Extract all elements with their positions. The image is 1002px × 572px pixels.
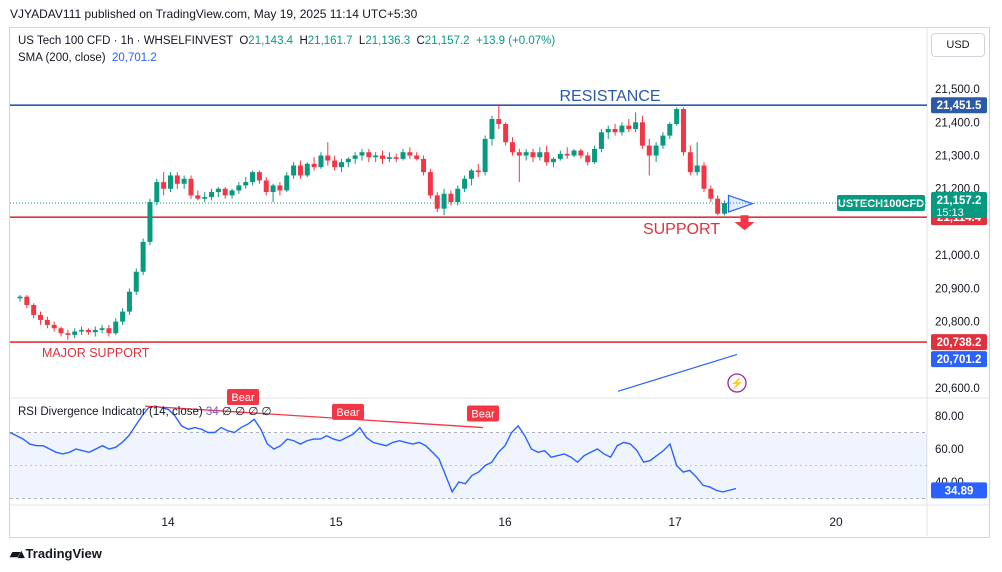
symbol-header: US Tech 100 CFD · 1h · WHSELFINVEST O21,…: [18, 35, 555, 47]
rsi-legend[interactable]: RSI Divergence Indicator (14, close) 34 …: [18, 404, 272, 418]
tradingview-mark-icon: ▰▴: [10, 546, 24, 561]
rsi-legend-value: 34: [205, 406, 219, 418]
high-value: 21,161.7: [307, 35, 353, 47]
symbol-name[interactable]: US Tech 100 CFD · 1h · WHSELFINVEST: [18, 35, 233, 47]
brand-name: TradingView: [25, 546, 102, 561]
rsi-legend-extra: ∅ ∅ ∅ ∅: [221, 406, 272, 418]
high-label: H: [299, 35, 308, 47]
tradingview-logo[interactable]: ▰▴ TradingView: [10, 546, 102, 562]
currency-button[interactable]: USD: [931, 33, 985, 57]
close-label: C: [416, 35, 425, 47]
publisher-line: VJYADAV111 published on TradingView.com,…: [10, 7, 418, 21]
low-label: L: [358, 35, 366, 47]
low-value: 21,136.3: [365, 35, 411, 47]
open-value: 21,143.4: [248, 35, 294, 47]
rsi-label: RSI Divergence Indicator (14, close): [18, 406, 203, 418]
sma-label: SMA (200, close): [18, 52, 106, 64]
chart-frame: [9, 27, 990, 538]
sma-legend[interactable]: SMA (200, close) 20,701.2: [18, 52, 157, 64]
open-label: O: [239, 35, 249, 47]
change-value: +13.9 (+0.07%): [475, 35, 556, 47]
close-value: 21,157.2: [424, 35, 470, 47]
sma-value: 20,701.2: [111, 52, 157, 64]
